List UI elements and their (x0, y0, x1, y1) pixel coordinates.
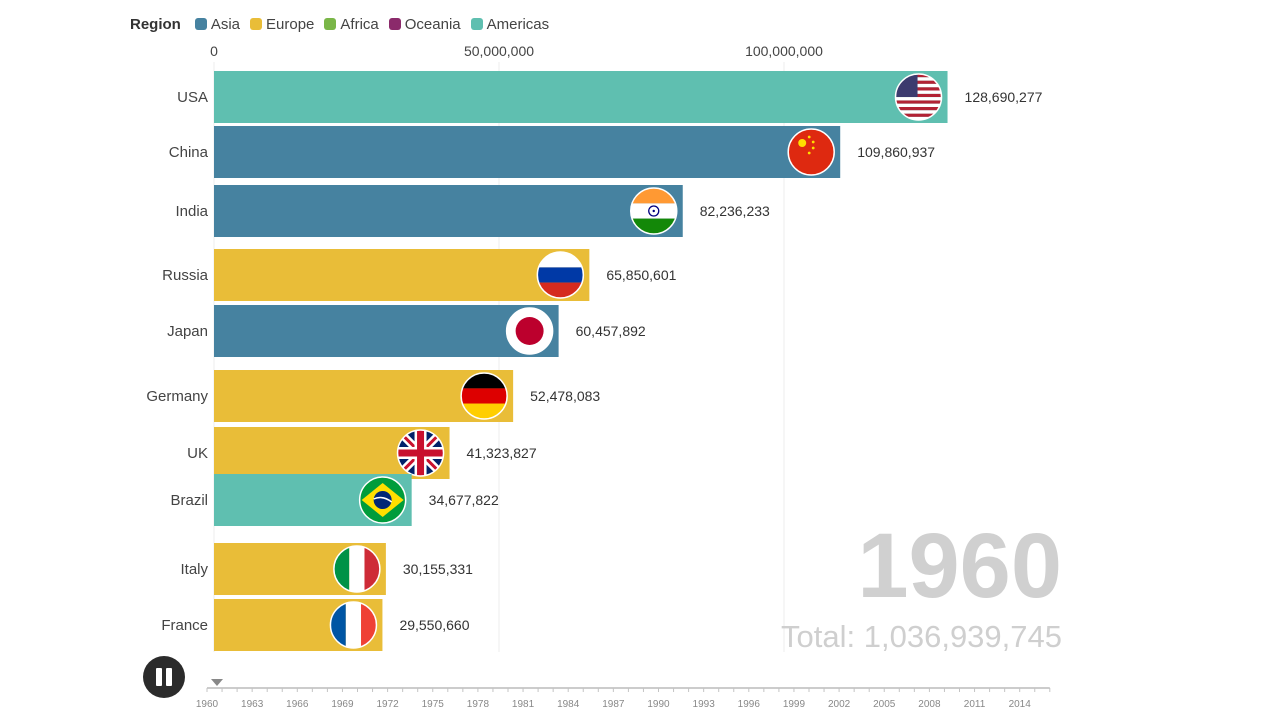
legend-item-oceania[interactable]: Oceania (388, 15, 461, 33)
usa-flag-icon (894, 73, 943, 121)
pause-button[interactable] (143, 656, 185, 698)
legend-label-asia: Asia (210, 15, 241, 33)
pause-icon (156, 668, 162, 686)
bars-layer: USA 128,690,277 China 109,860,937 India 82,23… (146, 71, 1043, 651)
italy-flag-icon (333, 545, 381, 593)
bar-value-label: 41,323,827 (467, 445, 537, 461)
bar-russia[interactable] (214, 249, 590, 301)
germany-flag-icon (460, 372, 508, 420)
timeline-tick-label: 1987 (602, 699, 625, 710)
bar-value-label: 82,236,233 (700, 203, 770, 219)
bar-china[interactable] (214, 126, 841, 178)
bar-category-label: China (169, 144, 209, 161)
legend-item-americas[interactable]: Americas (470, 15, 550, 33)
france-flag-icon (329, 601, 378, 649)
bar-india[interactable] (214, 185, 683, 237)
legend-swatch-oceania (388, 18, 401, 30)
bar-category-label: Russia (162, 267, 209, 284)
legend-item-africa[interactable]: Africa (324, 15, 379, 33)
timeline-tick-label: 1972 (376, 699, 399, 710)
bar-category-label: India (175, 203, 208, 220)
timeline-tick-label: 1984 (557, 699, 580, 710)
bar-value-label: 34,677,822 (429, 492, 499, 508)
brazil-flag-icon (358, 476, 407, 524)
timeline-tick-label: 1996 (738, 699, 761, 710)
legend-title: Region (130, 15, 181, 33)
timeline-tick-label: 1993 (693, 699, 716, 710)
timeline-tick-label: 2014 (1009, 699, 1032, 710)
legend-swatch-asia (194, 18, 207, 30)
bar-usa[interactable] (214, 71, 948, 123)
bar-category-label: UK (187, 445, 208, 462)
legend-item-europe[interactable]: Europe (250, 16, 314, 33)
current-year-label: 1960 (857, 515, 1062, 617)
timeline-tick-label: 2008 (918, 699, 941, 710)
timeline-tick-label: 1978 (467, 699, 490, 710)
timeline-tick-label: 1969 (331, 699, 354, 710)
timeline-tick-label: 1999 (783, 699, 806, 710)
legend-label-europe: Europe (266, 15, 315, 33)
x-tick-label: 50,000,000 (464, 43, 534, 59)
bar-value-label: 52,478,083 (530, 388, 600, 404)
legend-label-oceania: Oceania (404, 15, 461, 33)
timeline-tick-label: 1966 (286, 699, 309, 710)
legend: Region Asia Europe Africa Oceania Americ… (130, 14, 549, 34)
bar-value-label: 30,155,331 (403, 561, 473, 577)
japan-flag-icon (505, 307, 554, 355)
timeline[interactable]: 1960 1963 1966 1969 1972 1975 1978 1981 1984 1987… (196, 679, 1051, 710)
timeline-tick-label: 2011 (964, 699, 986, 710)
bar-value-label: 128,690,277 (965, 89, 1043, 105)
timeline-tick-label: 1981 (512, 699, 535, 710)
pause-icon-bar (166, 668, 172, 686)
china-flag-icon (787, 128, 835, 176)
timeline-tick-label: 2002 (828, 699, 851, 710)
bar-value-label: 60,457,892 (576, 323, 646, 339)
uk-flag-icon (396, 429, 445, 477)
legend-swatch-europe (250, 18, 263, 30)
legend-label-africa: Africa (340, 15, 379, 33)
bar-japan[interactable] (214, 305, 559, 357)
russia-flag-icon (536, 251, 585, 299)
legend-label-americas: Americas (486, 15, 550, 33)
bar-category-label: Italy (180, 561, 208, 578)
timeline-handle[interactable] (211, 679, 223, 686)
bar-category-label: Germany (146, 388, 208, 405)
x-tick-label: 0 (210, 43, 218, 59)
bar-category-label: France (161, 617, 208, 634)
india-flag-icon (629, 187, 678, 235)
timeline-tick-label: 2005 (873, 699, 896, 710)
total-label: Total: 1,036,939,745 (781, 619, 1062, 654)
timeline-tick-label: 1960 (196, 699, 219, 710)
legend-item-asia[interactable]: Asia (194, 15, 241, 33)
timeline-tick-label: 1975 (422, 699, 445, 710)
bar-value-label: 65,850,601 (606, 267, 676, 283)
bar-category-label: Japan (167, 323, 208, 340)
bar-category-label: Brazil (170, 492, 208, 509)
x-tick-label: 100,000,000 (745, 43, 823, 59)
legend-swatch-americas (470, 18, 483, 30)
timeline-tick-label: 1990 (647, 699, 670, 710)
bar-value-label: 29,550,660 (399, 617, 469, 633)
timeline-tick-label: 1963 (241, 699, 264, 710)
legend-swatch-africa (324, 18, 337, 30)
bar-value-label: 109,860,937 (857, 144, 935, 160)
bar-category-label: USA (177, 89, 208, 106)
